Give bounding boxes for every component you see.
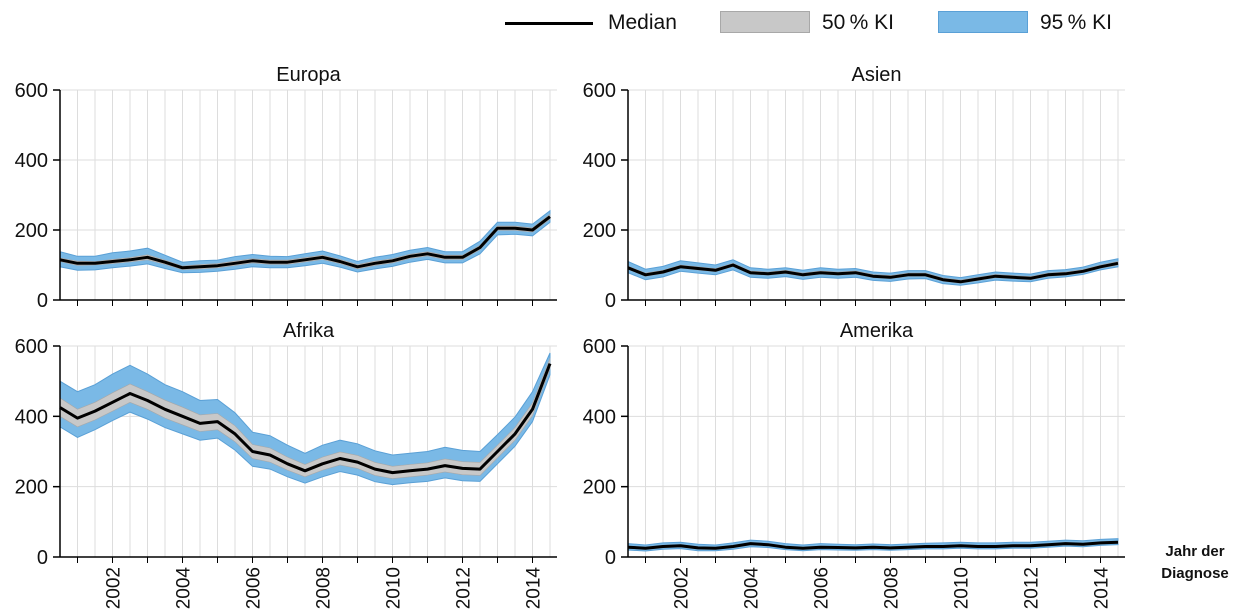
legend-ki95-swatch bbox=[938, 11, 1028, 33]
y-tick-label: 400 bbox=[15, 406, 48, 428]
median-line bbox=[59, 363, 552, 475]
panel-afrika: 0 200 400 600 2002 2004 2006 2008 2010 2012 2014 Af… bbox=[15, 320, 557, 609]
y-tick-label: 200 bbox=[583, 220, 616, 242]
legend-ki50-label: 50 % KI bbox=[822, 11, 894, 34]
legend-median-swatch bbox=[505, 22, 593, 25]
panel-title: Amerika bbox=[840, 320, 914, 342]
band-50-ki bbox=[59, 358, 551, 479]
band-50-ki bbox=[59, 213, 551, 270]
median-line bbox=[59, 215, 551, 270]
band-95-ki bbox=[59, 352, 551, 486]
x-tick-label: 2006 bbox=[812, 567, 833, 609]
y-tick-label: 200 bbox=[583, 477, 616, 499]
x-tick-label: 2014 bbox=[524, 567, 545, 610]
x-tick-label: 2004 bbox=[174, 567, 195, 610]
band-95-ki bbox=[627, 258, 1119, 286]
y-tick-label: 600 bbox=[583, 336, 616, 358]
y-tick-label: 200 bbox=[15, 220, 48, 242]
y-tick-label: 400 bbox=[15, 150, 48, 172]
x-tick-label: 2002 bbox=[104, 567, 125, 609]
x-axis-title-line2: Diagnose bbox=[1161, 565, 1229, 582]
x-tick-label: 2006 bbox=[244, 567, 265, 609]
panel-title: Asien bbox=[851, 64, 901, 86]
x-tick-label: 2010 bbox=[384, 567, 405, 609]
panel-amerika: 0 200 400 600 2002 2004 2006 2008 2010 2012 2014 Am… bbox=[583, 320, 1125, 609]
median-line bbox=[627, 261, 1119, 284]
y-tick-label: 400 bbox=[583, 150, 616, 172]
panel-europa: 0 200 400 600 Europa bbox=[15, 64, 557, 312]
legend-ki50-swatch bbox=[720, 11, 810, 33]
y-tick-label: 600 bbox=[15, 80, 48, 102]
band-95-ki bbox=[59, 209, 551, 274]
panel-title: Europa bbox=[276, 64, 341, 86]
x-tick-label: 2012 bbox=[1022, 567, 1043, 609]
y-tick-label: 0 bbox=[605, 290, 616, 312]
legend-ki95-label: 95 % KI bbox=[1040, 11, 1112, 34]
x-axis-title: Jahr der Diagnose bbox=[1148, 541, 1242, 585]
x-tick-label: 2002 bbox=[672, 567, 693, 609]
median-line bbox=[627, 540, 1119, 550]
legend: Median 50 % KI 95 % KI bbox=[0, 0, 1242, 48]
x-axis-title-line1: Jahr der bbox=[1165, 543, 1225, 560]
y-tick-label: 600 bbox=[583, 80, 616, 102]
y-tick-label: 0 bbox=[37, 547, 48, 569]
x-tick-label: 2012 bbox=[454, 567, 475, 609]
y-tick-label: 600 bbox=[15, 336, 48, 358]
legend-median-label: Median bbox=[608, 11, 677, 34]
x-tick-label: 2010 bbox=[952, 567, 973, 609]
panel-asien: 0 200 400 600 Asien bbox=[583, 64, 1125, 312]
y-tick-label: 0 bbox=[605, 547, 616, 569]
y-tick-label: 200 bbox=[15, 477, 48, 499]
x-tick-label: 2008 bbox=[882, 567, 903, 609]
panel-title: Afrika bbox=[283, 320, 335, 342]
y-tick-label: 400 bbox=[583, 406, 616, 428]
x-tick-label: 2008 bbox=[314, 567, 335, 609]
x-tick-label: 2004 bbox=[742, 567, 763, 610]
x-tick-label: 2014 bbox=[1092, 567, 1113, 610]
y-tick-label: 0 bbox=[37, 290, 48, 312]
